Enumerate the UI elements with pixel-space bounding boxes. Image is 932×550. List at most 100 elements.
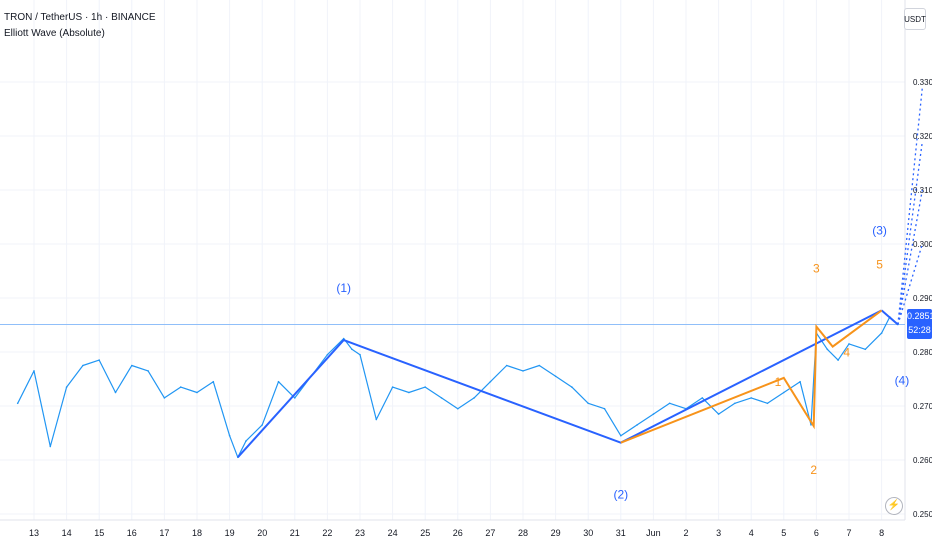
lightning-icon[interactable]: ⚡ — [885, 497, 903, 515]
price-point — [880, 332, 883, 334]
price-point — [603, 407, 606, 410]
time-tick-label: 15 — [94, 528, 104, 538]
elliott-wave-overlay — [237, 87, 923, 458]
price-point — [652, 413, 655, 415]
time-tick-label: Jun — [646, 528, 661, 538]
time-tick-label: 22 — [322, 528, 332, 538]
time-tick-label: 4 — [749, 528, 754, 538]
time-tick-label: 27 — [485, 528, 495, 538]
price-point — [620, 434, 622, 437]
price-tick-label: 0.2500 — [913, 510, 932, 519]
elliott-wave-labels: (1) (2) (3) (4) 1 2 3 4 5 — [336, 223, 909, 501]
time-tick-label: 6 — [814, 528, 819, 538]
currency-unit-button[interactable]: USDT — [904, 8, 926, 30]
price-point — [766, 402, 769, 405]
price-point — [799, 380, 801, 383]
price-point — [65, 386, 68, 388]
price-point — [342, 337, 345, 340]
time-tick-label: 30 — [583, 528, 593, 538]
price-point — [783, 391, 785, 394]
price-point — [114, 391, 117, 394]
price-point — [489, 380, 492, 383]
time-tick-label: 17 — [159, 528, 169, 538]
price-point — [587, 402, 589, 405]
sub-wave-label: 2 — [810, 463, 817, 477]
current-price-tag: 0.2851 52:28 — [907, 309, 932, 339]
price-point — [131, 364, 133, 367]
time-tick-label: 23 — [355, 528, 365, 538]
price-point — [538, 364, 541, 367]
primary-wave-segment-4 — [880, 309, 899, 326]
price-point — [326, 353, 329, 356]
price-point — [810, 424, 812, 426]
time-axis: 13 14 15 16 17 18 19 20 21 22 23 24 25 26 27 28 29 30 31 Ju… — [29, 528, 884, 538]
price-point — [505, 364, 508, 367]
sub-wave-line — [620, 309, 883, 444]
wave-projection-line — [897, 87, 923, 325]
price-point — [147, 370, 149, 372]
price-point — [179, 386, 182, 388]
bar-countdown: 52:28 — [908, 325, 931, 335]
chart-grid — [0, 0, 905, 520]
price-point — [826, 348, 829, 351]
price-point — [750, 397, 752, 399]
indicator-name[interactable]: Elliott Wave (Absolute) — [4, 28, 105, 39]
price-point — [717, 413, 720, 415]
time-tick-label: 5 — [781, 528, 786, 538]
price-point — [359, 353, 361, 356]
price-point — [701, 397, 704, 399]
price-point — [522, 370, 524, 372]
symbol-title[interactable]: TRON / TetherUS · 1h · BINANCE — [4, 12, 156, 23]
primary-wave-label: (1) — [336, 281, 351, 295]
time-tick-label: 18 — [192, 528, 202, 538]
price-point — [571, 386, 573, 388]
price-point — [261, 424, 264, 426]
time-tick-label: 19 — [225, 528, 235, 538]
price-point — [375, 418, 378, 421]
price-point — [554, 375, 557, 378]
price-point — [294, 397, 296, 399]
wave-projection-line — [897, 243, 923, 325]
price-point — [636, 424, 638, 426]
wave-projection-line — [897, 141, 923, 325]
primary-wave-label: (2) — [613, 488, 628, 502]
time-tick-label: 8 — [879, 528, 884, 538]
price-point — [351, 348, 353, 351]
primary-wave-label: (3) — [872, 223, 887, 237]
price-point — [228, 434, 231, 437]
price-point — [49, 445, 52, 448]
sub-wave-label: 5 — [876, 257, 883, 271]
time-tick-label: 29 — [551, 528, 561, 538]
time-tick-label: 3 — [716, 528, 721, 538]
time-tick-label: 26 — [453, 528, 463, 538]
price-point — [196, 391, 198, 394]
price-point — [277, 380, 280, 383]
sub-wave-label: 4 — [843, 346, 850, 360]
price-point — [163, 397, 166, 399]
price-point — [473, 397, 475, 399]
price-point — [440, 397, 443, 399]
price-point — [424, 386, 427, 388]
price-point — [734, 402, 736, 405]
time-tick-label: 24 — [388, 528, 398, 538]
time-tick-label: 14 — [62, 528, 72, 538]
price-point — [33, 370, 35, 372]
time-tick-label: 28 — [518, 528, 528, 538]
time-tick-label: 21 — [290, 528, 300, 538]
time-tick-label: 31 — [616, 528, 626, 538]
current-price-value: 0.2851 — [907, 311, 932, 321]
price-point — [212, 380, 215, 383]
time-tick-label: 2 — [683, 528, 688, 538]
primary-wave-label: (4) — [895, 373, 910, 387]
price-point — [391, 386, 394, 388]
price-point — [98, 359, 100, 361]
price-point — [16, 402, 19, 405]
time-tick-label: 25 — [420, 528, 430, 538]
time-tick-label: 20 — [257, 528, 267, 538]
